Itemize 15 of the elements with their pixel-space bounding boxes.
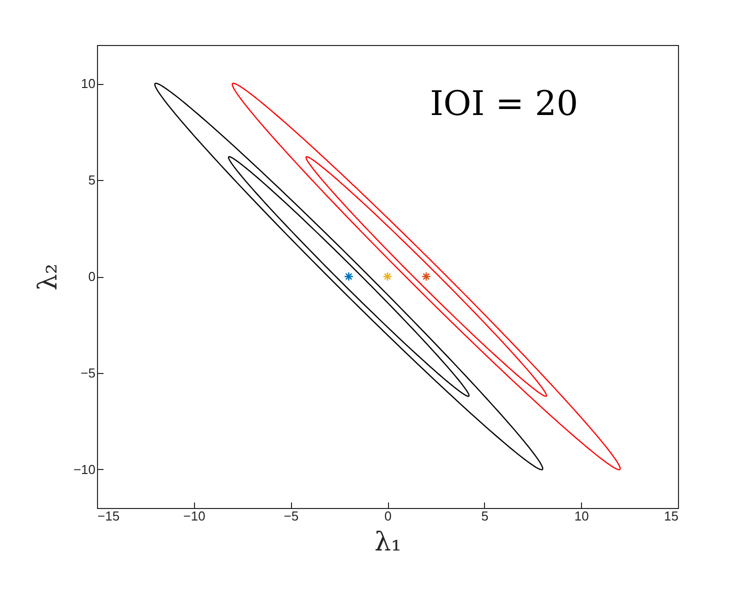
y-axis-title: λ₂: [33, 264, 64, 290]
x-tick-label: 10: [574, 508, 589, 524]
x-tick-label: −5: [284, 508, 299, 524]
x-tick-label: −10: [183, 508, 206, 524]
x-tick-label: 15: [664, 508, 678, 524]
y-tick-label: −5: [80, 365, 96, 380]
y-tick-label: 5: [88, 172, 96, 188]
x-axis-title: λ₁: [374, 528, 402, 558]
y-tick-label: −10: [73, 462, 96, 477]
x-tick-label: 0: [384, 508, 392, 524]
y-tick-label: 10: [81, 76, 96, 92]
y-tick-label: 0: [88, 269, 96, 284]
x-tick-label: 5: [481, 508, 488, 524]
x-tick-label: −15: [98, 508, 120, 524]
annotation: IOI = 20: [430, 84, 578, 124]
